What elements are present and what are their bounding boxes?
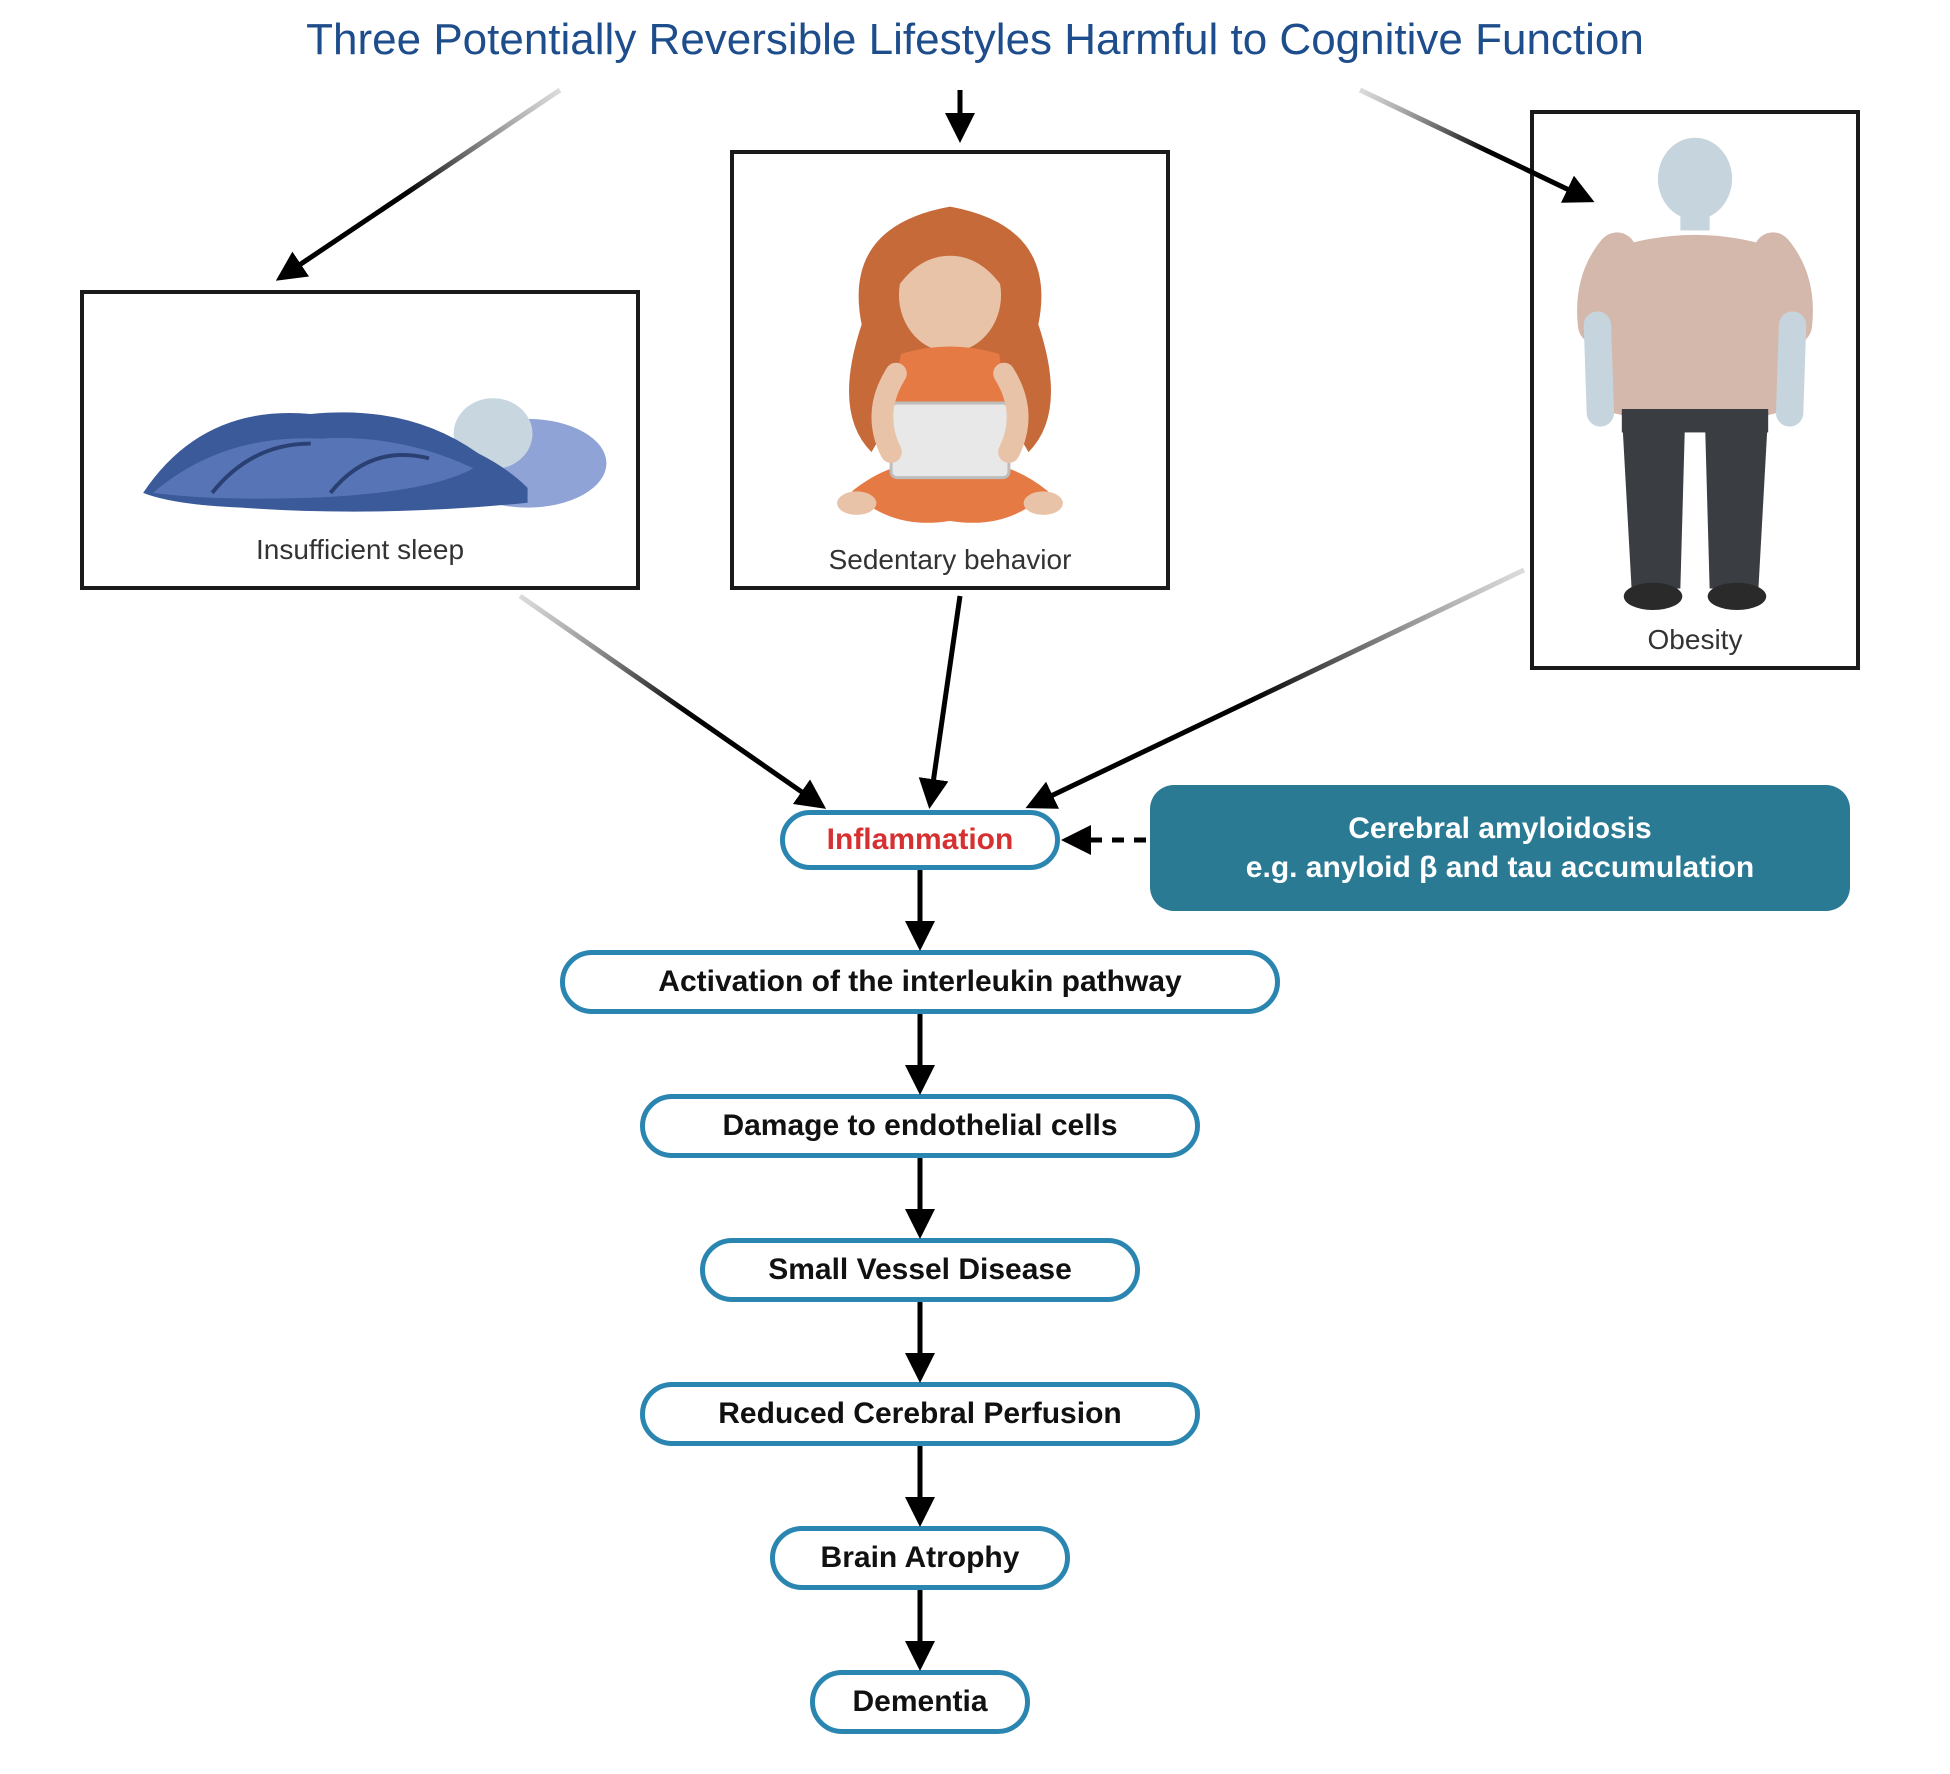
node-endothelial-damage: Damage to endothelial cells <box>640 1094 1200 1158</box>
sidebox-line1: Cerebral amyloidosis <box>1186 809 1814 848</box>
sedentary-behavior-icon <box>734 154 1166 544</box>
node-brain-atrophy: Brain Atrophy <box>770 1526 1070 1590</box>
cerebral-amyloidosis-box: Cerebral amyloidosis e.g. anyloid β and … <box>1150 785 1850 911</box>
node-reduced-perfusion: Reduced Cerebral Perfusion <box>640 1382 1200 1446</box>
node-interleukin-pathway: Activation of the interleukin pathway <box>560 950 1280 1014</box>
sidebox-line2: e.g. anyloid β and tau accumulation <box>1186 848 1814 887</box>
node-small-vessel-disease: Small Vessel Disease <box>700 1238 1140 1302</box>
node-inflammation: Inflammation <box>780 810 1060 870</box>
lifestyle-label-sleep: Insufficient sleep <box>84 534 636 566</box>
obesity-icon <box>1534 114 1856 624</box>
lifestyle-label-obesity: Obesity <box>1534 624 1856 656</box>
node-dementia: Dementia <box>810 1670 1030 1734</box>
lifestyle-box-sedentary: Sedentary behavior <box>730 150 1170 590</box>
diagram-title: Three Potentially Reversible Lifestyles … <box>306 15 1644 65</box>
lifestyle-label-sedentary: Sedentary behavior <box>734 544 1166 576</box>
lifestyle-box-obesity: Obesity <box>1530 110 1860 670</box>
insufficient-sleep-icon <box>84 294 636 534</box>
diagram-canvas: Three Potentially Reversible Lifestyles … <box>0 0 1950 1774</box>
lifestyle-box-sleep: Insufficient sleep <box>80 290 640 590</box>
